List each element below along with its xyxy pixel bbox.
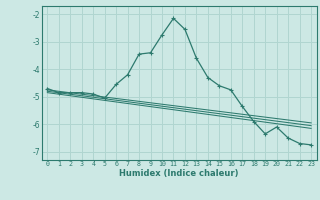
X-axis label: Humidex (Indice chaleur): Humidex (Indice chaleur)	[119, 169, 239, 178]
